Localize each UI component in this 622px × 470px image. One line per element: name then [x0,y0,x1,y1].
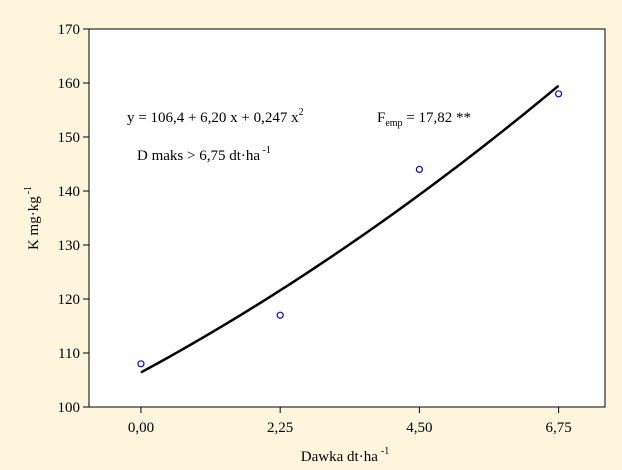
data-point [415,165,423,173]
x-axis-label-exponent: -1 [381,446,389,457]
f-emp-letter: F [377,110,385,126]
data-point [137,360,145,368]
x-axis-ticks: 0,00 2,25 4,50 6,75 [128,407,572,436]
y-tick-label: 110 [58,346,80,362]
regression-equation-exponent: 2 [299,107,304,118]
y-axis-label: K mg·kg -1 [23,186,42,250]
f-emp-annotation: Femp = 17,82 ** [377,110,471,129]
plot-area [88,28,606,408]
data-points [137,90,563,368]
y-tick-label: 140 [58,184,81,200]
regression-equation-text: y = 106,4 + 6,20 x + 0,247 x [127,110,299,126]
y-tick-label: 130 [58,238,81,254]
y-tick-label: 150 [58,130,81,146]
x-tick-label: 2,25 [267,420,293,436]
f-emp-subscript: emp [385,118,402,129]
fitted-curve [140,84,560,374]
d-maks-annotation: D maks > 6,75 dt·ha -1 [137,145,271,164]
y-tick-label: 170 [58,22,81,38]
x-tick-label: 4,50 [406,420,432,436]
y-axis-ticks: 100 110 120 130 140 150 160 170 [58,22,89,416]
x-tick-label: 6,75 [545,420,571,436]
d-maks-exponent: -1 [260,145,271,156]
data-point [276,311,284,319]
x-tick-label: 0,00 [128,420,154,436]
f-emp-value: = 17,82 ** [403,110,471,126]
y-axis-label-exponent: -1 [23,186,34,194]
x-axis-label-text: Dawka dt·ha [301,449,378,465]
y-axis-label-group: K mg·kg -1 [23,186,42,250]
y-tick-label: 160 [58,76,81,92]
y-tick-label: 100 [58,400,81,416]
y-axis-label-text: K mg·kg [26,196,42,250]
y-tick-label: 120 [58,292,81,308]
regression-equation: y = 106,4 + 6,20 x + 0,247 x2 [127,107,304,126]
x-axis-label: Dawka dt·ha -1 [301,446,389,465]
d-maks-text: D maks > 6,75 dt·ha [137,148,260,164]
data-point [554,90,563,98]
